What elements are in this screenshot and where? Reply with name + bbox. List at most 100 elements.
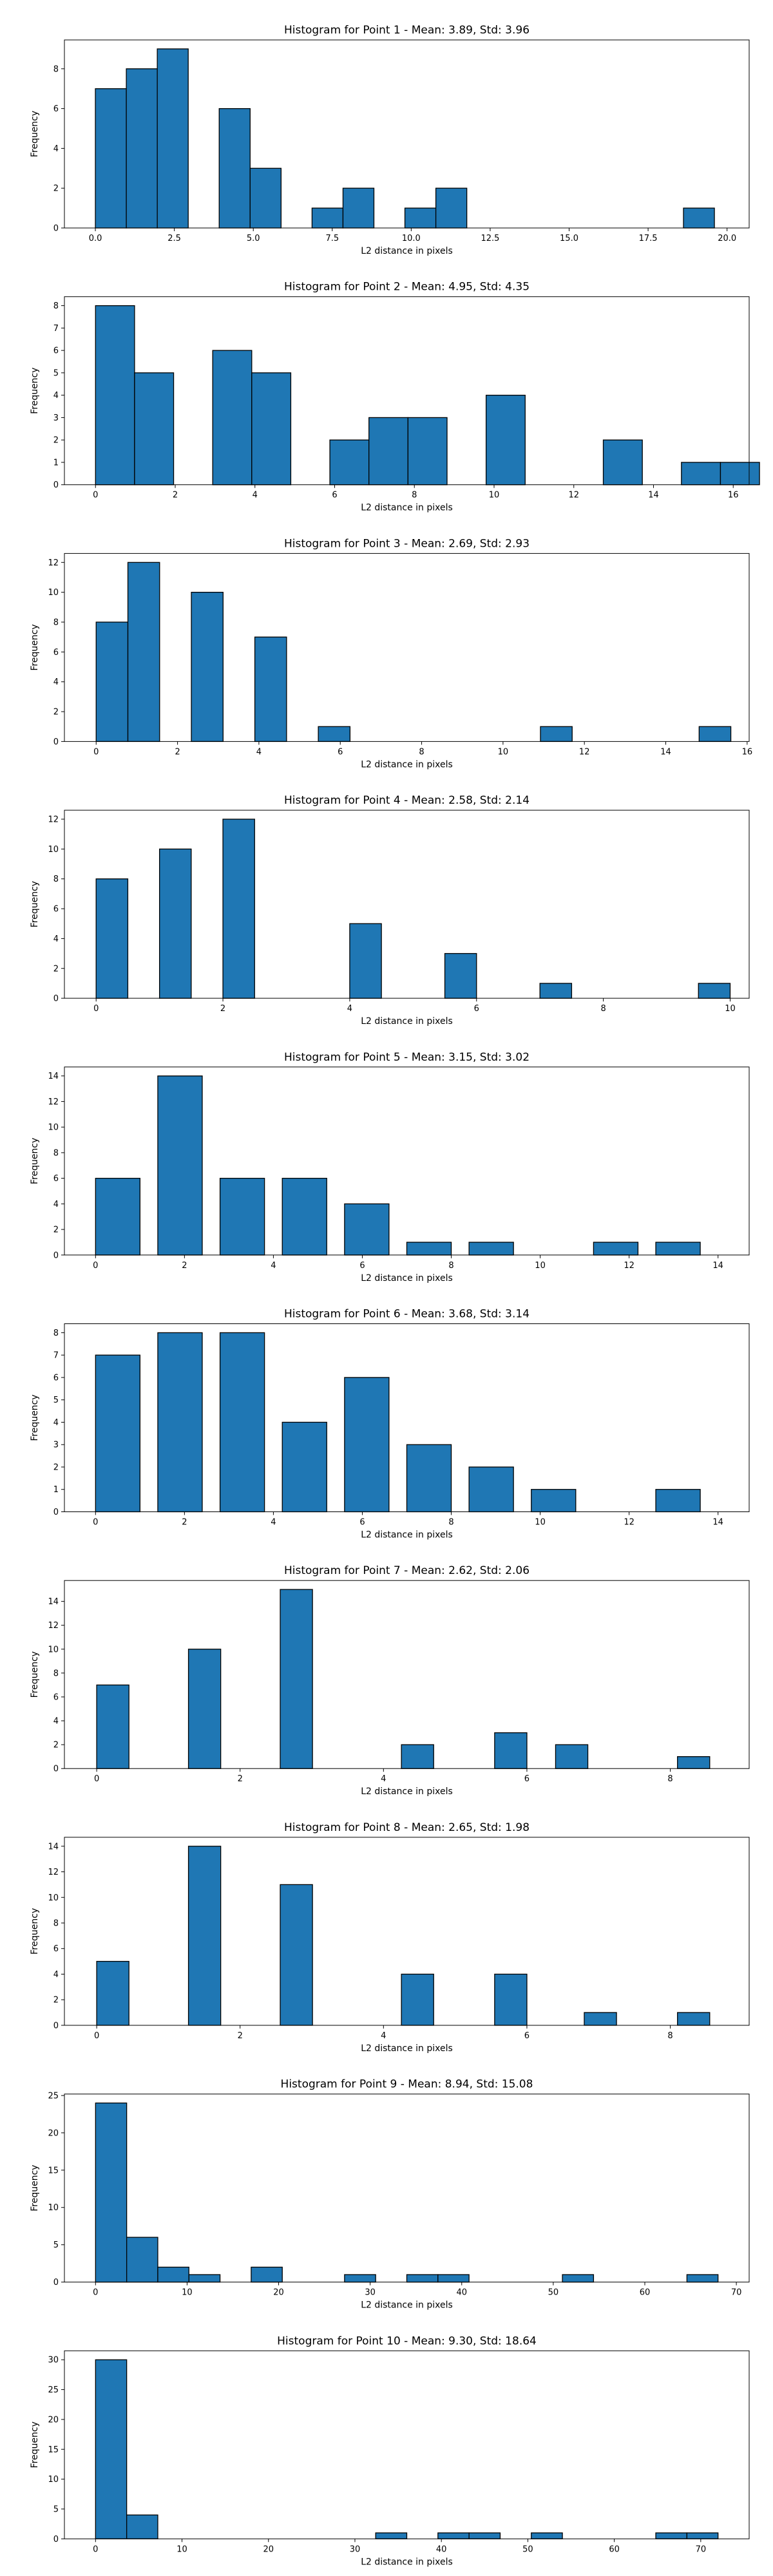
x-tick-label: 2 (220, 1004, 225, 1014)
x-axis-label: L2 distance in pixels (361, 2557, 453, 2567)
x-tick-label: 0 (93, 2288, 98, 2298)
y-tick-label: 0 (53, 2021, 59, 2031)
y-tick-label: 14 (48, 1597, 59, 1607)
y-axis-label: Frequency (30, 1651, 40, 1698)
x-tick-label: 20 (273, 2288, 284, 2298)
x-axis-label: L2 distance in pixels (361, 2043, 453, 2054)
histogram-bar (344, 1203, 390, 1256)
y-tick-label: 5 (53, 368, 59, 378)
histogram-panel-8: Histogram for Point 8 - Mean: 2.65, Std:… (30, 1821, 750, 2054)
histogram-bar (401, 1744, 434, 1769)
histogram-bar (188, 2274, 221, 2283)
histogram-bar (311, 207, 344, 229)
histogram-bar (127, 562, 160, 743)
chart-title: Histogram for Point 10 - Mean: 9.30, Std… (277, 2334, 537, 2347)
y-tick-label: 12 (48, 1868, 59, 1877)
x-tick-label: 15.0 (560, 234, 578, 243)
x-tick-label: 0 (93, 1004, 99, 1014)
plot-frame (64, 2094, 750, 2283)
histogram-bar (95, 2102, 128, 2283)
histogram-bar (318, 726, 351, 743)
y-tick-label: 8 (53, 1918, 59, 1928)
x-tick-label: 4 (256, 747, 262, 757)
chart-title: Histogram for Point 8 - Mean: 2.65, Std:… (284, 1821, 530, 1834)
histogram-bar (342, 187, 375, 229)
x-axis-label: L2 distance in pixels (361, 1016, 453, 1027)
x-tick-label: 20 (263, 2544, 274, 2554)
histogram-bar (494, 1973, 528, 2026)
x-tick-label: 6 (332, 491, 337, 500)
x-tick-label: 4 (253, 491, 258, 500)
plot-frame (64, 1837, 750, 2026)
histogram-bar (539, 983, 573, 999)
x-tick-label: 8 (667, 2031, 673, 2041)
x-tick-label: 10 (489, 491, 500, 500)
y-tick-label: 10 (48, 2475, 59, 2485)
x-tick-label: 14 (712, 1261, 723, 1271)
y-tick-label: 0 (53, 1765, 59, 1774)
x-tick-label: 4 (271, 1518, 276, 1528)
histogram-bar (157, 1075, 203, 1256)
chart-title: Histogram for Point 7 - Mean: 2.62, Std:… (284, 1564, 530, 1577)
histogram-bar (95, 878, 129, 999)
y-tick-label: 0 (53, 1251, 59, 1260)
x-tick-label: 6 (359, 1261, 365, 1271)
histogram-bar (157, 48, 189, 229)
chart-title: Histogram for Point 3 - Mean: 2.69, Std:… (284, 537, 530, 550)
y-tick-label: 15 (48, 2166, 59, 2175)
histogram-bar (683, 207, 715, 229)
histogram-bar (126, 2237, 158, 2283)
x-axis-label: L2 distance in pixels (361, 2300, 453, 2311)
histogram-bar (681, 462, 721, 486)
histogram-bar (686, 2274, 719, 2283)
histogram-bar (407, 417, 448, 486)
histogram-bar (655, 1242, 701, 1256)
x-tick-label: 60 (609, 2544, 620, 2554)
x-tick-label: 7.5 (325, 234, 339, 243)
y-tick-label: 25 (48, 2091, 59, 2101)
y-tick-label: 4 (53, 1200, 59, 1209)
histogram-bar (344, 1377, 390, 1513)
y-tick-label: 2 (53, 436, 59, 446)
y-axis-label: Frequency (30, 1138, 40, 1184)
y-tick-label: 7 (53, 324, 59, 334)
plot-frame (64, 296, 750, 486)
y-tick-label: 6 (53, 1174, 59, 1184)
histogram-bar (95, 88, 127, 229)
x-tick-label: 60 (640, 2288, 651, 2298)
histogram-bar (375, 2532, 408, 2539)
y-tick-label: 12 (48, 815, 59, 825)
y-tick-label: 14 (48, 1842, 59, 1852)
histogram-panel-1: Histogram for Point 1 - Mean: 3.89, Std:… (30, 24, 750, 256)
y-tick-label: 6 (53, 905, 59, 914)
x-tick-label: 14 (712, 1518, 723, 1528)
x-axis-label: L2 distance in pixels (361, 503, 453, 513)
histogram-bar (95, 1354, 140, 1513)
y-tick-label: 4 (53, 677, 59, 687)
x-tick-label: 6 (474, 1004, 479, 1014)
plot-frame (64, 810, 750, 999)
y-tick-label: 4 (53, 1717, 59, 1727)
histogram-bar (157, 2266, 189, 2283)
histogram-panel-4: Histogram for Point 4 - Mean: 2.58, Std:… (30, 794, 750, 1027)
y-tick-label: 14 (48, 1072, 59, 1081)
x-tick-label: 70 (731, 2288, 742, 2298)
histogram-bar (222, 819, 255, 999)
chart-title: Histogram for Point 1 - Mean: 3.89, Std:… (284, 24, 530, 37)
y-tick-label: 8 (53, 618, 59, 628)
histogram-bar (720, 462, 760, 486)
histogram-bar (95, 1177, 140, 1256)
y-axis-label: Frequency (30, 624, 40, 670)
histogram-bar (187, 1846, 222, 2026)
y-tick-label: 0 (53, 737, 59, 747)
histogram-bar (219, 1177, 265, 1256)
y-tick-label: 10 (48, 1123, 59, 1133)
histogram-bar (368, 417, 409, 486)
histogram-bar (134, 372, 175, 486)
x-axis-label: L2 distance in pixels (361, 1530, 453, 1540)
x-tick-label: 30 (365, 2288, 376, 2298)
x-tick-label: 0 (94, 1774, 99, 1784)
histogram-bar (593, 1242, 639, 1256)
x-tick-label: 2 (238, 1774, 243, 1784)
y-tick-label: 25 (48, 2385, 59, 2395)
